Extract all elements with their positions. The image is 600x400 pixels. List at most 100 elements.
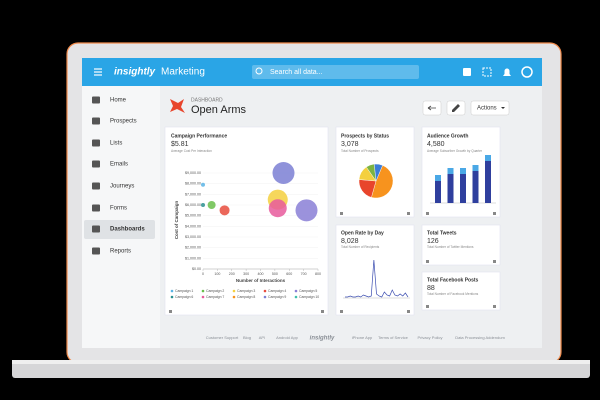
- nav-item[interactable]: Reports: [110, 249, 131, 255]
- card: [335, 224, 415, 316]
- x-tick-label: 500: [272, 272, 278, 276]
- bar: [460, 168, 466, 174]
- x-axis-title: Number of Interactions: [236, 278, 286, 283]
- search-icon: [255, 67, 263, 75]
- bar: [460, 174, 466, 203]
- card-title: Campaign Performance: [171, 133, 227, 139]
- card-title: Total Facebook Posts: [427, 277, 479, 283]
- footer-link[interactable]: Blog: [243, 335, 251, 340]
- nav-item[interactable]: Lists: [110, 141, 122, 147]
- sidebar: [82, 86, 160, 348]
- apps-icon[interactable]: [482, 67, 492, 77]
- bar: [472, 171, 479, 203]
- card: [421, 271, 501, 311]
- y-tick-label: $2,000.00: [185, 246, 201, 250]
- nav-icon: [92, 117, 100, 125]
- footer-link[interactable]: Android App: [276, 335, 299, 340]
- card-value: 88: [427, 285, 435, 292]
- nav-item[interactable]: Prospects: [110, 119, 137, 125]
- back-icon: [427, 105, 436, 111]
- app-name: Marketing: [161, 67, 205, 78]
- actions-button[interactable]: [470, 100, 510, 116]
- legend-swatch: [201, 295, 205, 299]
- card-title: Prospects by Status: [341, 133, 389, 139]
- legend-label: Campaign 10: [299, 295, 319, 299]
- card-subtitle: Total Number of Facebook Mentions: [427, 292, 479, 296]
- bar: [472, 165, 479, 171]
- bubble: [272, 162, 295, 184]
- bubble: [219, 205, 230, 216]
- nav-item[interactable]: Dashboards: [110, 227, 145, 233]
- nav-icon: [92, 204, 100, 212]
- footer-link[interactable]: insightly: [310, 336, 335, 342]
- y-axis-title: Cost of Campaign: [174, 201, 179, 240]
- bar: [447, 174, 454, 203]
- bar: [485, 155, 491, 161]
- dashboard-icon: [170, 99, 185, 113]
- x-tick-label: 0: [202, 272, 204, 276]
- bubble: [207, 201, 216, 209]
- actions-caret: [501, 107, 505, 109]
- menu-icon[interactable]: [94, 68, 102, 76]
- add-icon[interactable]: [463, 68, 471, 76]
- laptop-base: [12, 360, 590, 378]
- footer-link[interactable]: Terms of Service: [378, 335, 409, 340]
- legend-label: Campaign 1: [175, 289, 193, 293]
- bubble: [268, 199, 287, 218]
- x-tick-label: 700: [301, 272, 307, 276]
- y-tick-label: $5,000.00: [185, 214, 201, 218]
- legend-swatch: [170, 295, 174, 299]
- y-tick-label: $6,000.00: [185, 203, 201, 207]
- bubble: [201, 203, 205, 207]
- card: [164, 126, 329, 316]
- y-tick-label: $7,000.00: [185, 192, 201, 196]
- y-tick-label: $1,000.00: [185, 256, 201, 260]
- card-subtitle: Average Subscriber Growth by Quarter: [427, 149, 483, 153]
- footer-link[interactable]: Privacy Policy: [418, 335, 443, 340]
- logo[interactable]: insightly: [114, 67, 156, 78]
- x-tick-label: 400: [258, 272, 264, 276]
- bar: [447, 168, 454, 174]
- card-value: 126: [427, 238, 439, 245]
- line: [345, 259, 409, 298]
- nav-item[interactable]: Journeys: [110, 184, 134, 190]
- notification-icon[interactable]: [503, 68, 511, 77]
- avatar[interactable]: [521, 66, 533, 78]
- bar: [435, 175, 441, 181]
- legend-swatch: [294, 295, 298, 299]
- legend-label: Campaign 6: [175, 295, 193, 299]
- legend-swatch: [263, 295, 267, 299]
- y-tick-label: $4,000.00: [185, 224, 201, 228]
- legend-swatch: [232, 289, 236, 293]
- pie-slice: [371, 165, 394, 199]
- nav-item[interactable]: Emails: [110, 162, 128, 168]
- legend-swatch: [170, 289, 174, 293]
- card-footer-icons: [169, 212, 496, 313]
- edit-icon: [452, 104, 460, 112]
- nav-icon: [92, 96, 100, 104]
- card-title: Total Tweets: [427, 230, 457, 236]
- card-subtitle: Total Number of Prospects: [341, 149, 379, 153]
- footer-link[interactable]: Customer Support: [206, 335, 239, 340]
- y-tick-label: $0.00: [192, 267, 201, 271]
- footer-link[interactable]: API: [259, 335, 265, 340]
- footer-link[interactable]: Data Processing Addendum: [455, 335, 505, 340]
- card-value: $5.81: [171, 141, 189, 148]
- legend-swatch: [201, 289, 205, 293]
- legend-swatch: [232, 295, 236, 299]
- card: [421, 224, 501, 266]
- page-title: Open Arms: [191, 104, 247, 116]
- legend-label: Campaign 9: [268, 295, 286, 299]
- nav-item[interactable]: Forms: [110, 206, 127, 212]
- nav-icon: [92, 225, 100, 233]
- bubble: [201, 182, 205, 187]
- legend-label: Campaign 3: [237, 289, 255, 293]
- laptop-base-edge: [12, 360, 590, 364]
- footer-link[interactable]: iPhone App: [352, 335, 373, 340]
- nav-item[interactable]: Home: [110, 98, 127, 104]
- search-box[interactable]: [252, 65, 419, 79]
- card-value: 8,028: [341, 238, 359, 245]
- card-value: 3,078: [341, 141, 359, 148]
- nav-icon: [92, 139, 100, 147]
- card-title: Open Rate by Day: [341, 230, 384, 236]
